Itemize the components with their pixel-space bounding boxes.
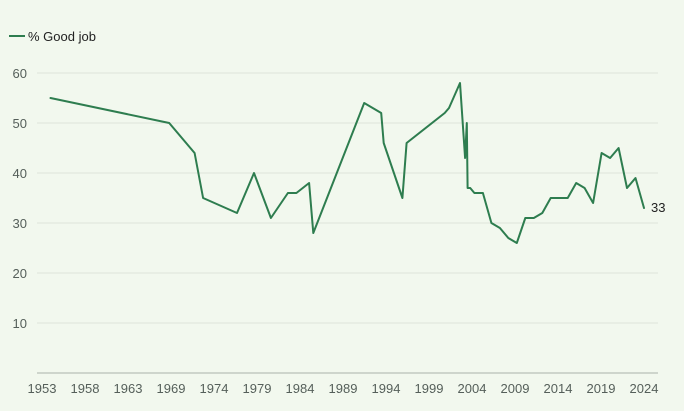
x-tick-label: 2009 xyxy=(501,381,530,396)
y-tick-label: 30 xyxy=(13,216,27,231)
legend-label: % Good job xyxy=(28,29,96,44)
x-tick-label: 2024 xyxy=(630,381,659,396)
y-tick-label: 10 xyxy=(13,316,27,331)
y-axis: 10 20 30 40 50 60 xyxy=(13,66,27,331)
x-tick-label: 1953 xyxy=(28,381,57,396)
y-tick-label: 20 xyxy=(13,266,27,281)
y-tick-label: 60 xyxy=(13,66,27,81)
series xyxy=(49,82,645,244)
x-tick-label: 1994 xyxy=(372,381,401,396)
x-tick-label: 1979 xyxy=(243,381,272,396)
x-tick-label: 1958 xyxy=(71,381,100,396)
x-tick-label: 1989 xyxy=(329,381,358,396)
x-tick-label: 2004 xyxy=(458,381,487,396)
x-tick-label: 1984 xyxy=(286,381,315,396)
x-tick-label: 2014 xyxy=(544,381,573,396)
y-tick-label: 40 xyxy=(13,166,27,181)
grid xyxy=(37,72,658,324)
x-axis: 1953 1958 1963 1969 1974 1979 1984 1989 1994 1999… xyxy=(28,372,659,396)
end-value-label: 33 xyxy=(651,200,665,215)
x-tick-label: 1974 xyxy=(200,381,229,396)
x-tick-label: 1999 xyxy=(415,381,444,396)
legend: % Good job xyxy=(9,29,96,44)
x-tick-label: 1963 xyxy=(114,381,143,396)
x-tick-label: 2019 xyxy=(587,381,616,396)
x-tick-label: 1969 xyxy=(157,381,186,396)
y-tick-label: 50 xyxy=(13,116,27,131)
series-line xyxy=(49,82,645,244)
